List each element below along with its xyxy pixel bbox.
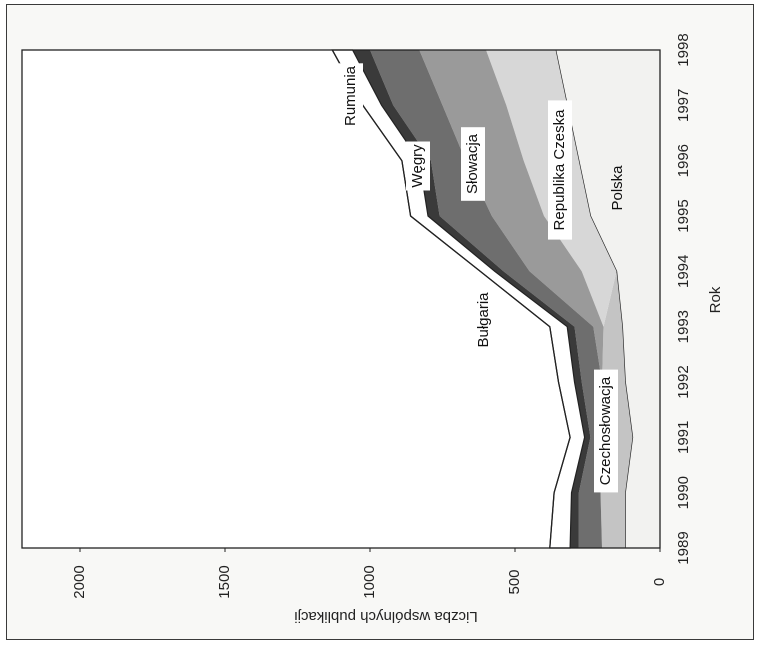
value-tick-label-1: 500 [506,569,523,594]
year-tick-label-9: 1998 [675,33,692,66]
plot-border [21,49,661,549]
series-label-text-0: Bułgaria [475,292,492,348]
x-axis-title: Rok [707,286,724,313]
year-tick-label-3: 1992 [675,365,692,398]
area-series-3 [419,50,608,548]
value-tick-label-3: 1500 [216,565,233,598]
year-tick-label-7: 1996 [675,144,692,177]
series-label-box-1 [339,63,363,129]
series-label-box-2 [406,141,430,191]
series-label-text-3: Słowacja [464,133,481,194]
year-tick-label-0: 1989 [675,531,692,564]
series-label-text-4: Republika Czeska [551,109,568,231]
series-label-0: Bułgaria [475,292,492,348]
series-label-6: Czechosłowacja [594,369,618,493]
series-label-text-5: Polska [609,165,626,211]
series-label-box-3 [461,127,485,201]
value-tick-label-2: 1000 [361,565,378,598]
series-label-3: Słowacja [461,127,485,201]
series-label-4: Republika Czeska [548,100,572,240]
y-axis-title: Liczba wspólnych publikacji [294,608,477,625]
area-series-4 [370,50,608,548]
series-label-text-6: Czechosłowacja [597,376,614,485]
area-series-edge-6 [331,49,571,549]
year-tick-label-6: 1995 [675,199,692,232]
series-label-text-1: Rumunia [342,65,359,126]
series-label-1: Rumunia [339,63,363,129]
series-label-2: Węgry [406,141,430,191]
year-tick-label-5: 1994 [675,255,692,288]
year-tick-label-4: 1993 [675,310,692,343]
year-tick-label-8: 1997 [675,89,692,122]
series-label-box-4 [548,100,572,240]
series-label-text-2: Węgry [409,144,426,188]
series-label-box-6 [594,369,618,493]
value-tick-label-0: 0 [651,578,668,586]
series-label-5: Polska [609,165,626,211]
year-tick-label-1: 1990 [675,476,692,509]
year-tick-label-2: 1991 [675,421,692,454]
value-tick-label-4: 2000 [71,565,88,598]
